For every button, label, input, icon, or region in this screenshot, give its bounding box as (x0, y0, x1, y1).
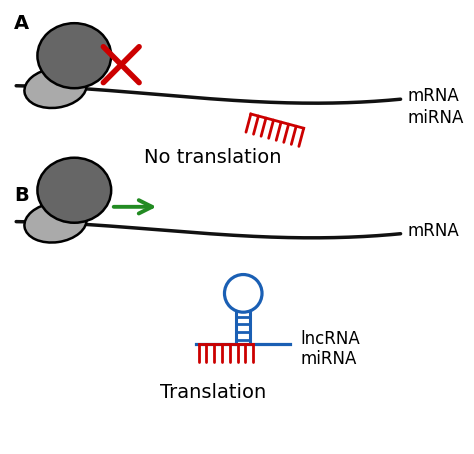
Text: miRNA: miRNA (407, 109, 464, 128)
Text: Translation: Translation (160, 384, 266, 402)
Ellipse shape (37, 158, 111, 223)
Ellipse shape (37, 23, 111, 88)
Text: No translation: No translation (144, 148, 282, 167)
Text: A: A (14, 14, 29, 33)
Text: lncRNA: lncRNA (300, 330, 360, 348)
Text: B: B (14, 186, 29, 205)
Text: mRNA: mRNA (407, 87, 459, 105)
Text: mRNA: mRNA (407, 222, 459, 240)
Ellipse shape (25, 68, 87, 108)
Ellipse shape (25, 202, 87, 242)
Text: miRNA: miRNA (300, 350, 356, 368)
